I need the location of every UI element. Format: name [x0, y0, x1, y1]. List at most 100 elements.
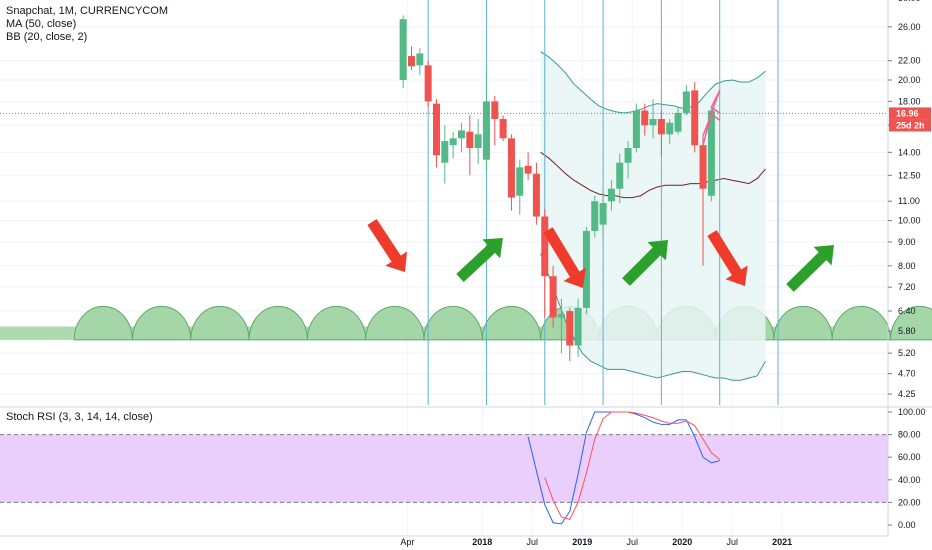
stoch-title: Stoch RSI (3, 3, 14, 14, close) [6, 411, 153, 423]
rsi-band-fill [0, 434, 888, 503]
candle-body[interactable] [457, 130, 465, 139]
price-tick-label: 18.00 [898, 96, 921, 106]
candle-body[interactable] [624, 148, 632, 163]
price-tick-label: 26.00 [898, 22, 921, 32]
rsi-tick-label: 40.00 [898, 475, 921, 485]
green-wave-arch [190, 305, 250, 341]
rsi-tick-label: 100.00 [898, 407, 926, 417]
candle-body[interactable] [516, 167, 524, 196]
price-tick-label: 11.00 [898, 196, 920, 206]
candle-body[interactable] [574, 307, 582, 346]
candle-body[interactable] [599, 203, 607, 225]
candle-body[interactable] [532, 173, 540, 217]
candle-body[interactable] [674, 112, 682, 132]
rsi-tick-label: 80.00 [898, 430, 921, 440]
price-tag-price-bg [889, 107, 931, 120]
time-tick-label: 2020 [672, 537, 692, 547]
candle-body[interactable] [399, 19, 407, 80]
candle-body[interactable] [499, 119, 507, 139]
price-tick-label: 8.00 [898, 261, 916, 271]
stoch-legend: Stoch RSI (3, 3, 14, 14, close) [6, 411, 153, 424]
rsi-tick-label: 0.00 [898, 520, 916, 530]
candle-body[interactable] [566, 311, 574, 346]
candle-body[interactable] [541, 216, 549, 277]
green-wave-arch [423, 305, 483, 341]
price-tick-label: 20.00 [898, 75, 921, 85]
green-wave-arch [248, 305, 308, 341]
red-down-arrow [707, 230, 748, 286]
candle-body[interactable] [507, 138, 515, 198]
green-wave-arch [773, 305, 833, 341]
rsi-tick-label: 20.00 [898, 497, 921, 507]
rsi-tick-label: 60.00 [898, 452, 921, 462]
price-tag-countdown-bg [889, 119, 931, 132]
price-tick-label: 9.00 [898, 237, 916, 247]
red-down-arrow [543, 227, 586, 288]
price-tick-label: 7.20 [898, 282, 916, 292]
price-tick-label: 5.80 [898, 326, 916, 336]
stoch-d-line [544, 411, 721, 520]
price-tick-label: 30.00 [898, 0, 921, 3]
candle-body[interactable] [491, 101, 499, 120]
green-wave-arch [831, 305, 891, 341]
projection-line [702, 90, 721, 146]
candle-body[interactable] [591, 201, 599, 231]
time-tick-label: Apr [400, 537, 414, 547]
time-tick-label: 2019 [572, 537, 592, 547]
green-wave-arch [131, 305, 192, 341]
price-tick-label: 5.20 [898, 348, 916, 358]
candle-body[interactable] [432, 103, 440, 156]
candle-body[interactable] [416, 53, 424, 66]
trend-arrows [367, 219, 834, 292]
green-up-arrow [786, 245, 834, 292]
candle-body[interactable] [474, 134, 482, 149]
candle-body[interactable] [607, 188, 615, 202]
time-tick-label: 2021 [772, 537, 792, 547]
price-tick-label: 6.40 [898, 306, 916, 316]
price-tag: 16.96 25d 2h [889, 107, 931, 132]
price-tick-label: 22.00 [898, 56, 921, 66]
candle-body[interactable] [649, 119, 657, 126]
price-tick-label: 4.70 [898, 369, 916, 379]
stoch-rsi-pane [0, 406, 932, 525]
candle-body[interactable] [482, 101, 490, 160]
candle-body[interactable] [441, 141, 449, 163]
main-legend: Snapchat, 1M, CURRENCYCOM MA (50, close)… [6, 5, 168, 44]
bb-legend: BB (20, close, 2) [6, 31, 88, 43]
green-wave-arch [889, 305, 932, 341]
time-tick-label: Jul [726, 537, 738, 547]
time-tick-label: Jul [626, 537, 638, 547]
green-up-arrow [456, 238, 503, 282]
candle-body[interactable] [707, 110, 715, 196]
candle-body[interactable] [466, 131, 474, 149]
chart-title: Snapchat, 1M, CURRENCYCOM [6, 5, 168, 17]
price-tick-label: 4.25 [898, 389, 916, 399]
candle-body[interactable] [449, 138, 457, 146]
price-tag-price: 16.96 [896, 108, 919, 118]
ma-legend: MA (50, close) [6, 18, 77, 30]
candle-body[interactable] [682, 91, 690, 113]
green-wave-arch [306, 305, 367, 341]
candle-body[interactable] [524, 165, 532, 174]
candle-body[interactable] [616, 162, 624, 189]
candlesticks[interactable] [399, 15, 715, 362]
candle-body[interactable] [582, 230, 590, 308]
candle-body[interactable] [641, 110, 649, 126]
candle-body[interactable] [657, 119, 665, 135]
red-down-arrow [367, 219, 407, 272]
candle-body[interactable] [632, 110, 640, 149]
candle-body[interactable] [557, 314, 565, 318]
price-tick-label: 10.00 [898, 216, 921, 226]
candle-body[interactable] [407, 56, 415, 67]
candle-body[interactable] [549, 276, 557, 318]
candle-body[interactable] [424, 65, 432, 102]
price-tick-label: 12.50 [898, 170, 921, 180]
time-tick-label: 2018 [472, 537, 492, 547]
green-up-arrow [622, 240, 668, 286]
time-tick-label: Jul [527, 537, 539, 547]
candle-body[interactable] [666, 122, 674, 135]
ma-lines [702, 90, 721, 146]
candle-body[interactable] [699, 145, 707, 189]
candle-body[interactable] [691, 90, 699, 146]
